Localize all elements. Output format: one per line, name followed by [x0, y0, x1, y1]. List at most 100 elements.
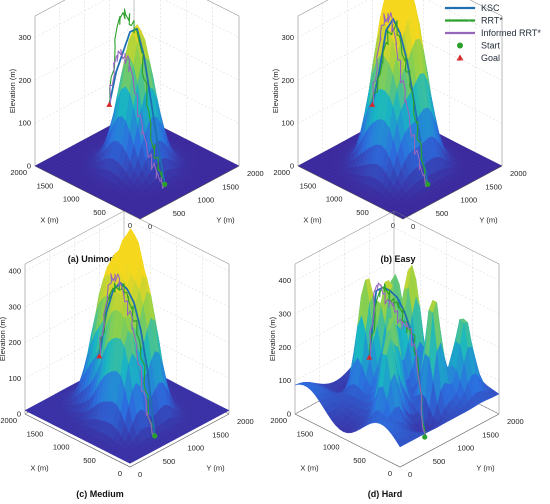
legend-label: Informed RRT*	[481, 28, 541, 38]
x-tick-label: 500	[93, 208, 106, 217]
path-ksc	[98, 281, 156, 437]
x-axis-label: X (m)	[40, 216, 59, 225]
path-rrt-	[109, 8, 166, 185]
path-informed-rrt-	[99, 273, 157, 438]
legend-entry-informed-rrt-: Informed RRT*	[445, 28, 541, 38]
path-ksc	[108, 28, 166, 185]
z-tick-label: 300	[8, 302, 21, 311]
path-informed-rrt-	[369, 282, 427, 437]
y-axis-label: Y (m)	[479, 216, 498, 225]
legend-label: Start	[481, 41, 501, 51]
y-tick-label: 1000	[198, 196, 215, 205]
x-tick-label: 2000	[273, 168, 290, 177]
z-tick-label: 0	[27, 162, 31, 171]
z-axis-label: Elevation (m)	[271, 68, 280, 113]
terrain-surface	[24, 228, 230, 464]
legend-label: RRT*	[481, 16, 503, 26]
axis-base	[297, 165, 503, 220]
x-tick-label: 1500	[297, 429, 314, 438]
path-informed-rrt-	[372, 12, 430, 188]
y-tick-label: 1000	[461, 196, 478, 205]
y-tick-label: 2000	[510, 169, 527, 178]
z-tick-label: 200	[278, 343, 291, 352]
legend: KSC RRT* Informed RRT* Start Goal	[445, 3, 541, 63]
path-ksc	[371, 18, 429, 185]
goal-marker	[106, 101, 113, 107]
x-tick-label: 1500	[37, 181, 54, 190]
legend-label: Goal	[481, 53, 500, 63]
x-axis-label: X (m)	[30, 464, 49, 473]
start-marker	[422, 434, 428, 440]
axis-base	[24, 413, 230, 468]
z-tick-label: 300	[281, 33, 294, 42]
x-tick-label: 1500	[27, 429, 44, 438]
z-axis-label: Elevation (m)	[268, 316, 277, 361]
x-axis-label: X (m)	[300, 464, 319, 473]
legend-entry-goal: Goal	[456, 53, 500, 63]
x-tick-label: 2000	[0, 416, 17, 425]
z-tick-label: 100	[278, 376, 291, 385]
y-tick-label: 0	[411, 222, 415, 231]
z-tick-label: 0	[290, 162, 294, 171]
z-tick-label: 200	[18, 76, 31, 85]
z-tick-label: 400	[8, 267, 21, 276]
x-tick-label: 1500	[300, 181, 317, 190]
y-tick-label: 500	[163, 457, 176, 466]
x-tick-label: 500	[83, 456, 96, 465]
y-tick-label: 2000	[507, 417, 524, 426]
z-tick-label: 0	[287, 410, 291, 419]
path-rrt-	[369, 283, 427, 437]
axis-base	[294, 413, 500, 468]
z-tick-label: 200	[281, 76, 294, 85]
legend-triangle-marker	[456, 54, 464, 61]
panel-caption: (d) Hard	[368, 489, 403, 499]
panel-caption: (b) Easy	[380, 254, 415, 264]
goal-marker	[366, 354, 373, 360]
goal-marker	[96, 353, 103, 359]
y-tick-label: 2000	[237, 417, 254, 426]
y-tick-label: 1000	[458, 444, 475, 453]
y-tick-label: 1500	[212, 430, 229, 439]
x-tick-label: 1000	[323, 443, 340, 452]
x-tick-label: 1000	[63, 195, 80, 204]
z-tick-label: 300	[18, 33, 31, 42]
legend-entry-ksc: KSC	[445, 3, 500, 13]
z-tick-label: 100	[18, 119, 31, 128]
y-tick-label: 1500	[222, 182, 239, 191]
x-tick-label: 2000	[10, 168, 27, 177]
x-tick-label: 0	[118, 469, 122, 478]
y-tick-label: 500	[173, 209, 186, 218]
start-marker	[162, 181, 168, 187]
y-tick-label: 1000	[188, 444, 205, 453]
z-axis-label: Elevation (m)	[8, 68, 17, 113]
z-axis-label: Elevation (m)	[0, 316, 7, 361]
x-tick-label: 2000	[270, 416, 287, 425]
y-tick-label: 500	[436, 209, 449, 218]
path-rrt-	[372, 20, 430, 185]
x-tick-label: 1000	[53, 443, 70, 452]
path-informed-rrt-	[109, 48, 167, 189]
legend-label: KSC	[481, 3, 500, 13]
terrain-surface	[294, 264, 500, 448]
x-tick-label: 0	[391, 221, 395, 230]
y-tick-label: 0	[148, 222, 152, 231]
panel-caption: (a) Unimodal	[68, 254, 123, 264]
y-axis-label: Y (m)	[476, 464, 495, 473]
y-tick-label: 500	[433, 457, 446, 466]
z-tick-label: 300	[278, 310, 291, 319]
legend-entry-rrt-: RRT*	[445, 16, 503, 26]
goal-marker	[369, 101, 376, 107]
y-tick-label: 0	[138, 470, 142, 479]
z-tick-label: 100	[281, 119, 294, 128]
z-tick-label: 100	[8, 374, 21, 383]
y-tick-label: 1500	[485, 182, 502, 191]
x-tick-label: 1000	[326, 195, 343, 204]
x-tick-label: 0	[388, 469, 392, 478]
start-marker	[425, 181, 431, 187]
x-axis-label: X (m)	[303, 216, 322, 225]
y-tick-label: 0	[408, 470, 412, 479]
